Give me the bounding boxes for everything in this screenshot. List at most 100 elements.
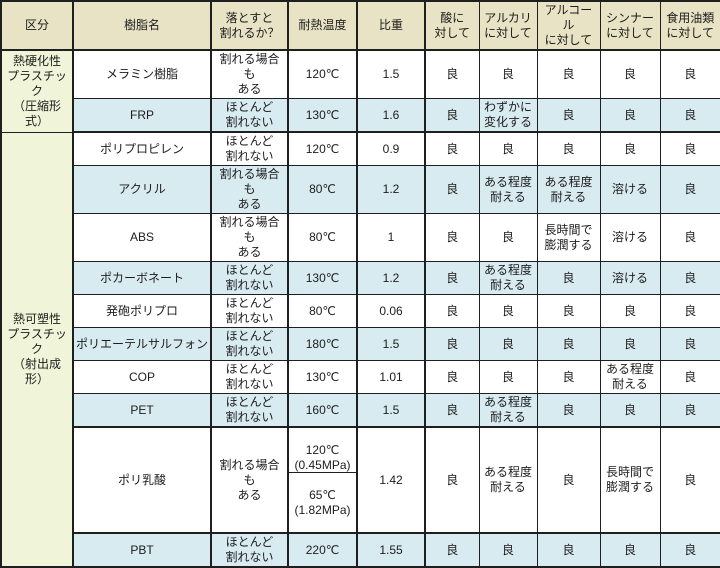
heat-temp-cell: 80℃ <box>287 165 358 214</box>
resin-name-cell: アクリル <box>72 165 212 214</box>
thinner-cell: 溶ける <box>599 165 661 214</box>
header-cell-resin-name: 樹脂名 <box>72 0 212 51</box>
resin-name-cell: ABS <box>72 213 212 262</box>
heat-temp-cell: 220℃ <box>287 532 358 568</box>
table-row-cop: COP ほとんど 割れない 130℃ 1.01 良 良 良 ある程度 耐える 良 <box>1 360 720 394</box>
heat-temp-cell: 80℃ <box>287 294 358 328</box>
acid-cell: 良 <box>424 327 480 361</box>
table-row-polyethersulfone: ポリエーテルサルフォン ほとんど 割れない 180℃ 1.5 良 良 良 良 良 <box>1 327 720 361</box>
heat-temp-cell: 180℃ <box>287 327 358 361</box>
specific-gravity-cell: 0.06 <box>356 294 426 328</box>
alkali-cell: ある程度 耐える <box>478 426 538 534</box>
header-cell-specific-gravity: 比重 <box>356 0 426 51</box>
acid-cell: 良 <box>424 532 480 568</box>
table-row-pbt: PBT ほとんど 割れない 220℃ 1.55 良 良 良 良 良 <box>1 532 720 568</box>
specific-gravity-cell: 1.55 <box>356 532 426 568</box>
acid-cell: 良 <box>424 426 480 534</box>
oil-cell: 良 <box>659 49 720 99</box>
alcohol-cell: ある程度 耐える <box>536 165 601 214</box>
header-cell-category: 区分 <box>0 0 74 51</box>
acid-cell: 良 <box>424 261 480 295</box>
header-cell-drop-resistance: 落とすと 割れるか？ <box>210 0 289 51</box>
resin-name-cell: ポリプロピレン <box>72 131 212 166</box>
resin-name-cell: ポリエーテルサルフォン <box>72 327 212 361</box>
alcohol-cell: 良 <box>536 360 601 394</box>
header-cell-heat-temp: 耐熱温度 <box>287 0 358 51</box>
drop-resistance-cell: ほとんど 割れない <box>210 327 289 361</box>
oil-cell: 良 <box>659 98 720 133</box>
specific-gravity-cell: 0.9 <box>356 131 426 166</box>
heat-temp-cell: 130℃ <box>287 98 358 133</box>
specific-gravity-cell: 1 <box>356 213 426 262</box>
table-row-melamine: 熱硬化性 プラスチック （圧縮形式） メラミン樹脂 割れる場合も ある 120℃… <box>0 49 720 133</box>
alkali-cell: ある程度 耐える <box>478 261 538 295</box>
heat-temp-cell: 120℃ <box>287 49 358 99</box>
thinner-cell: 溶ける <box>599 261 661 295</box>
alcohol-cell: 長時間で 膨潤する <box>536 213 601 262</box>
drop-resistance-cell: 割れる場合も ある <box>210 49 289 99</box>
acid-cell: 良 <box>424 131 480 166</box>
header-cell-alcohol: アルコール に対して <box>536 0 601 51</box>
acid-cell: 良 <box>424 360 480 394</box>
acid-cell: 良 <box>424 294 480 328</box>
specific-gravity-cell: 1.42 <box>356 426 426 534</box>
thinner-cell: 溶ける <box>599 213 661 262</box>
drop-resistance-cell: ほとんど 割れない <box>210 360 289 394</box>
alkali-cell: 良 <box>478 360 538 394</box>
thinner-cell: ある程度 耐える <box>599 360 661 394</box>
specific-gravity-cell: 1.2 <box>356 261 426 295</box>
drop-resistance-cell: ほとんど 割れない <box>210 294 289 328</box>
header-row: 区分 樹脂名 落とすと 割れるか？ 耐熱温度 比重 酸に 対して アルカリ に対… <box>0 0 720 51</box>
oil-cell: 良 <box>659 213 720 262</box>
heat-temp-lower-value: 65℃ (1.82MPa) <box>294 487 351 517</box>
alcohol-cell: 良 <box>536 532 601 568</box>
alcohol-cell: 良 <box>536 98 601 133</box>
specific-gravity-cell: 1.5 <box>356 49 426 99</box>
alcohol-cell: 良 <box>536 49 601 99</box>
header-cell-thinner: シンナー に対して <box>599 0 661 51</box>
resin-name-cell: PBT <box>72 532 212 568</box>
drop-resistance-cell: ほとんど 割れない <box>210 261 289 295</box>
specific-gravity-cell: 1.6 <box>356 98 426 133</box>
alkali-cell: 良 <box>478 131 538 166</box>
table-row-polypropylene: 熱可塑性 プラスチック （射出成形） ポリプロピレン ほとんど 割れない 120… <box>0 131 720 568</box>
acid-cell: 良 <box>424 165 480 214</box>
thinner-cell: 良 <box>599 49 661 99</box>
resin-name-cell: ポカーボネート <box>72 261 212 295</box>
thinner-cell: 良 <box>599 294 661 328</box>
drop-resistance-cell: ほとんど 割れない <box>210 98 289 133</box>
resin-name-cell: ポリ乳酸 <box>72 426 212 534</box>
table-row-foamed-polypro: 発砲ポリプロ ほとんど 割れない 80℃ 0.06 良 良 良 良 良 <box>1 294 720 328</box>
thinner-cell: 長時間で 膨潤する <box>599 426 661 534</box>
resin-name-cell: メラミン樹脂 <box>72 49 212 99</box>
thinner-cell: 良 <box>599 98 661 133</box>
alcohol-cell: 良 <box>536 426 601 534</box>
drop-resistance-cell: ほとんど 割れない <box>210 532 289 568</box>
oil-cell: 良 <box>659 360 720 394</box>
oil-cell: 良 <box>659 294 720 328</box>
alcohol-cell: 良 <box>536 294 601 328</box>
table-row-abs: ABS 割れる場合も ある 80℃ 1 良 良 長時間で 膨潤する 溶ける 良 <box>1 213 720 262</box>
acid-cell: 良 <box>424 98 480 133</box>
drop-resistance-cell: ほとんど 割れない <box>210 131 289 166</box>
drop-resistance-cell: 割れる場合も ある <box>210 165 289 214</box>
table-row-frp: FRP ほとんど 割れない 130℃ 1.6 良 わずかに 変化する 良 良 良 <box>1 98 720 133</box>
thinner-cell: 良 <box>599 532 661 568</box>
thinner-cell: 良 <box>599 131 661 166</box>
oil-cell: 良 <box>659 165 720 214</box>
heat-temp-cell: 130℃ <box>287 360 358 394</box>
header-cell-edible-oil: 食用油類 に対して <box>659 0 720 51</box>
header-cell-acid: 酸に 対して <box>424 0 480 51</box>
alcohol-cell: 良 <box>536 327 601 361</box>
heat-temp-cell: 120℃ <box>287 131 358 166</box>
heat-temp-cell: 80℃ <box>287 213 358 262</box>
acid-cell: 良 <box>424 49 480 99</box>
alkali-cell: 良 <box>478 532 538 568</box>
specific-gravity-cell: 1.01 <box>356 360 426 394</box>
alkali-cell: 良 <box>478 294 538 328</box>
table-row-acrylic: アクリル 割れる場合も ある 80℃ 1.2 良 ある程度 耐える ある程度 耐… <box>1 165 720 214</box>
oil-cell: 良 <box>659 327 720 361</box>
specific-gravity-cell: 1.5 <box>356 327 426 361</box>
oil-cell: 良 <box>659 261 720 295</box>
